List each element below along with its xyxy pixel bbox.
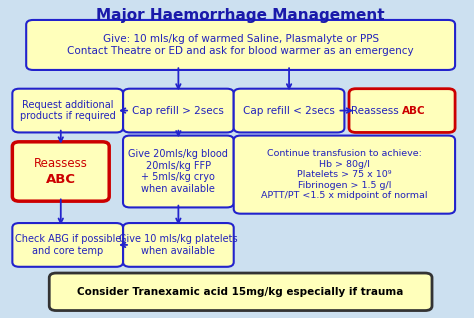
FancyBboxPatch shape [26, 20, 455, 70]
FancyBboxPatch shape [12, 89, 123, 132]
Text: Reassess: Reassess [351, 106, 402, 115]
Text: Reassess: Reassess [34, 157, 88, 170]
Text: ABC: ABC [46, 173, 76, 186]
Text: Give 10 mls/kg platelets
when available: Give 10 mls/kg platelets when available [119, 234, 237, 256]
Text: Request additional
products if required: Request additional products if required [20, 100, 116, 121]
FancyBboxPatch shape [234, 89, 345, 132]
FancyBboxPatch shape [123, 89, 234, 132]
FancyBboxPatch shape [349, 89, 455, 132]
FancyBboxPatch shape [234, 135, 455, 214]
FancyBboxPatch shape [123, 223, 234, 267]
FancyBboxPatch shape [49, 273, 432, 311]
FancyBboxPatch shape [123, 135, 234, 207]
Text: Cap refill < 2secs: Cap refill < 2secs [243, 106, 335, 115]
Text: Major Haemorrhage Management: Major Haemorrhage Management [96, 8, 385, 23]
Text: Give: 10 mls/kg of warmed Saline, Plasmalyte or PPS
Contact Theatre or ED and as: Give: 10 mls/kg of warmed Saline, Plasma… [67, 34, 414, 56]
FancyBboxPatch shape [12, 142, 109, 201]
Text: Give 20mls/kg blood
20mls/kg FFP
+ 5mls/kg cryo
when available: Give 20mls/kg blood 20mls/kg FFP + 5mls/… [128, 149, 228, 194]
FancyBboxPatch shape [12, 223, 123, 267]
Text: Check ABG if possible
and core temp: Check ABG if possible and core temp [15, 234, 121, 256]
Text: Consider Tranexamic acid 15mg/kg especially if trauma: Consider Tranexamic acid 15mg/kg especia… [77, 287, 404, 297]
Text: ABC: ABC [402, 106, 426, 115]
Text: Continue transfusion to achieve:
Hb > 80g/l
Platelets > 75 x 10⁹
Fibrinogen > 1.: Continue transfusion to achieve: Hb > 80… [261, 149, 428, 200]
Text: Cap refill > 2secs: Cap refill > 2secs [132, 106, 224, 115]
